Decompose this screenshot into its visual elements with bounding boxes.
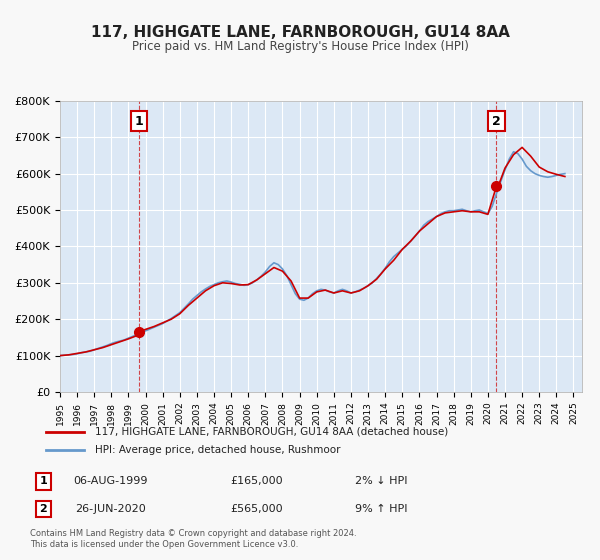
Text: HPI: Average price, detached house, Rushmoor: HPI: Average price, detached house, Rush… <box>95 445 340 455</box>
Text: £565,000: £565,000 <box>230 504 283 514</box>
Text: 1: 1 <box>40 476 47 486</box>
Text: 1: 1 <box>134 115 143 128</box>
Text: 26-JUN-2020: 26-JUN-2020 <box>76 504 146 514</box>
Text: Contains HM Land Registry data © Crown copyright and database right 2024.
This d: Contains HM Land Registry data © Crown c… <box>30 529 356 549</box>
Text: £165,000: £165,000 <box>230 476 283 486</box>
Text: 06-AUG-1999: 06-AUG-1999 <box>74 476 148 486</box>
Text: 117, HIGHGATE LANE, FARNBOROUGH, GU14 8AA: 117, HIGHGATE LANE, FARNBOROUGH, GU14 8A… <box>91 25 509 40</box>
Text: 2: 2 <box>492 115 501 128</box>
Text: 2: 2 <box>40 504 47 514</box>
Text: Price paid vs. HM Land Registry's House Price Index (HPI): Price paid vs. HM Land Registry's House … <box>131 40 469 53</box>
Text: 9% ↑ HPI: 9% ↑ HPI <box>355 504 407 514</box>
Text: 2% ↓ HPI: 2% ↓ HPI <box>355 476 407 486</box>
Text: 117, HIGHGATE LANE, FARNBOROUGH, GU14 8AA (detached house): 117, HIGHGATE LANE, FARNBOROUGH, GU14 8A… <box>95 427 448 437</box>
